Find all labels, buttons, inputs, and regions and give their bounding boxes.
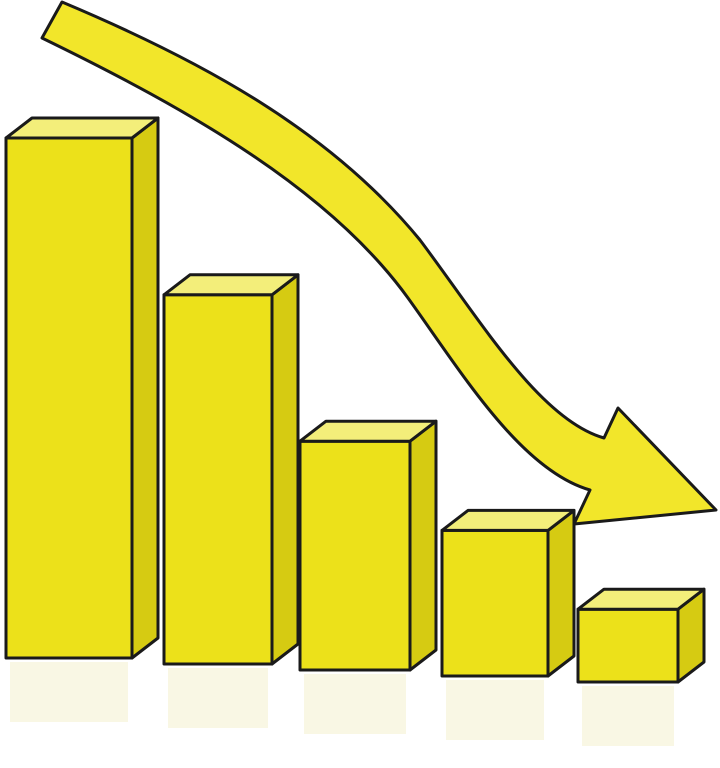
bar-top-face bbox=[440, 508, 576, 532]
bar-reflection bbox=[446, 680, 544, 740]
bar-top-face bbox=[4, 116, 160, 140]
bar-group bbox=[4, 116, 706, 684]
bar-front-face bbox=[4, 136, 134, 660]
bar-side-face bbox=[408, 419, 438, 672]
bar-side-face bbox=[546, 508, 576, 678]
bar bbox=[576, 587, 706, 684]
bar-front-face bbox=[298, 439, 412, 672]
bar-front-face bbox=[576, 607, 680, 684]
bar-reflection bbox=[304, 674, 406, 734]
bar-top-face bbox=[298, 419, 438, 443]
bar bbox=[298, 419, 438, 672]
bar-top-face bbox=[162, 273, 300, 297]
bar bbox=[162, 273, 300, 666]
bar-top-face bbox=[576, 587, 706, 611]
bar-reflection bbox=[582, 686, 674, 746]
bar-reflection bbox=[10, 662, 128, 722]
bar-side-face bbox=[270, 273, 300, 666]
bar-reflection bbox=[168, 668, 268, 728]
bar bbox=[440, 508, 576, 678]
floor-reflection bbox=[10, 662, 674, 746]
bar bbox=[4, 116, 160, 660]
bar-front-face bbox=[162, 293, 274, 666]
bar-side-face bbox=[130, 116, 160, 660]
bar-front-face bbox=[440, 528, 550, 678]
down-trend-arrow-icon bbox=[40, 0, 718, 526]
